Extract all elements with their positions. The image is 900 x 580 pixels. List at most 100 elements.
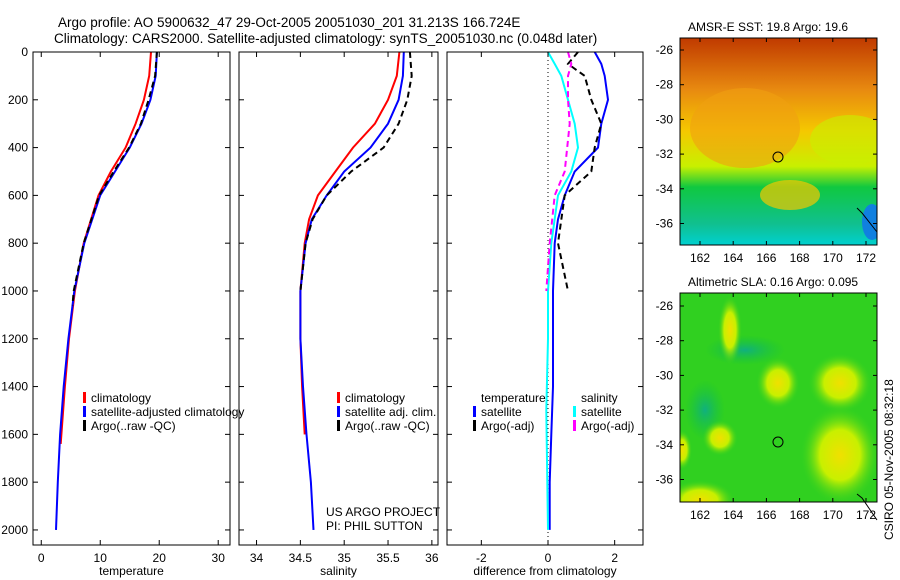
lon-tick-label: 170	[823, 251, 843, 265]
y-tick-label: 1200	[1, 332, 28, 346]
legend-label: Argo(..raw -QC)	[345, 419, 430, 433]
lon-tick-label: 162	[690, 251, 710, 265]
y-tick-label: 1600	[1, 427, 28, 441]
project-line-2: PI: PHIL SUTTON	[326, 519, 423, 533]
legend-label: satellite adj. clim.	[345, 405, 436, 419]
lat-tick-label: -32	[656, 403, 674, 417]
x-tick-label: 34	[250, 551, 264, 565]
legend-swatch	[473, 406, 476, 417]
lat-tick-label: -36	[656, 217, 674, 231]
x-tick-label: 30	[212, 551, 226, 565]
y-tick-label: 400	[8, 141, 28, 155]
lon-tick-label: 162	[690, 508, 710, 522]
y-tick-label: 800	[8, 236, 28, 250]
x-axis-label: difference from climatology	[473, 564, 616, 578]
lat-tick-label: -28	[656, 78, 674, 92]
lon-tick-label: 170	[823, 508, 843, 522]
series-line-temperature-satellite	[548, 51, 610, 530]
x-axis-label: temperature	[99, 564, 164, 578]
y-tick-label: 0	[21, 45, 28, 59]
sla-map-title: Altimetric SLA: 0.16 Argo: 0.095	[688, 275, 858, 289]
coastline	[856, 207, 878, 233]
x-axis-label: salinity	[320, 564, 357, 578]
lon-tick-label: 164	[723, 508, 743, 522]
sla-map-frame	[679, 292, 878, 503]
sst-map-frame	[679, 37, 878, 246]
legend-salinity: climatology satellite adj. clim. Argo(..…	[326, 391, 441, 533]
legend-label: satellite	[481, 405, 522, 419]
series-line-satellite-adj-clim-	[299, 51, 405, 530]
legend-swatch	[337, 392, 340, 403]
legend-swatch	[473, 420, 476, 431]
profile-location-marker	[772, 436, 784, 448]
legend-label: Argo(-adj)	[581, 419, 634, 433]
legend-swatch	[337, 420, 340, 431]
project-line-1: US ARGO PROJECT	[326, 505, 441, 519]
series-line-salinity-satellite	[545, 51, 580, 530]
x-tick-label: -2	[476, 551, 487, 565]
series-line-climatology	[59, 51, 152, 444]
legend-difference: temperature salinity satellite Argo(-adj…	[473, 391, 634, 433]
lat-tick-label: -34	[656, 438, 674, 452]
legend-swatch	[573, 406, 576, 417]
legend-label: climatology	[345, 391, 405, 405]
profile-panel-2: 34 34.5 35 35.5 36 salinity	[238, 51, 439, 578]
x-tick-label: 34.5	[289, 551, 313, 565]
legend-label: Argo(-adj)	[481, 419, 534, 433]
lat-tick-label: -36	[656, 473, 674, 487]
lon-tick-label: 172	[856, 508, 876, 522]
legend-label: satellite-adjusted climatology	[91, 405, 244, 419]
sla-map: Altimetric SLA: 0.16 Argo: 0.095	[679, 275, 878, 521]
legend-swatch	[83, 406, 86, 417]
y-tick-label: 600	[8, 188, 28, 202]
lat-tick-label: -32	[656, 147, 674, 161]
legend-swatch	[83, 420, 86, 431]
legend-label: Argo(..raw -QC)	[91, 419, 176, 433]
lon-tick-label: 168	[790, 251, 810, 265]
lat-tick-label: -30	[656, 368, 674, 382]
sst-map: AMSR-E SST: 19.8 Argo: 19.6	[679, 20, 878, 246]
series-line-climatology	[299, 51, 401, 435]
credit-text: CSIRO 05-Nov-2005 08:32:18	[882, 379, 896, 540]
lon-tick-label: 166	[756, 251, 776, 265]
x-tick-label: 2	[611, 551, 618, 565]
x-tick-label: 10	[94, 551, 108, 565]
series-line-argo-raw-qc-	[299, 51, 413, 292]
legend-swatch	[83, 392, 86, 403]
lon-tick-label: 168	[790, 508, 810, 522]
coastline	[856, 493, 878, 521]
lat-tick-label: -28	[656, 334, 674, 348]
x-tick-label: 35.5	[376, 551, 400, 565]
legend-swatch	[573, 420, 576, 431]
profile-location-marker	[772, 151, 784, 163]
series-line-salinity-argo-adj-	[545, 51, 573, 292]
legend-label: climatology	[91, 391, 151, 405]
x-tick-label: 35	[338, 551, 352, 565]
title-line-2: Climatology: CARS2000. Satellite-adjuste…	[54, 31, 597, 46]
x-tick-label: 20	[153, 551, 167, 565]
y-tick-label: 1400	[1, 380, 28, 394]
x-tick-label: 0	[38, 551, 45, 565]
plot-frame	[32, 51, 231, 546]
series-line-argo-raw-qc-	[71, 51, 158, 306]
y-tick-label: 2000	[1, 523, 28, 537]
legend-title-salinity: salinity	[581, 391, 618, 405]
legend-title-temperature: temperature	[481, 391, 546, 405]
plot-frame	[238, 51, 439, 546]
lon-tick-label: 166	[756, 508, 776, 522]
title-line-1: Argo profile: AO 5900632_47 29-Oct-2005 …	[58, 15, 520, 30]
profile-panel-1: 0 10 20 30 temperature 0 200 400 600 800 1000 1200 1…	[1, 45, 231, 578]
lon-tick-label: 164	[723, 251, 743, 265]
series-line-temperature-argo-adj-	[556, 51, 603, 292]
y-tick-label: 1800	[1, 475, 28, 489]
lon-tick-label: 172	[856, 251, 876, 265]
plot-frame	[446, 51, 644, 546]
lat-tick-label: -30	[656, 112, 674, 126]
y-tick-label: 1000	[1, 284, 28, 298]
lat-tick-label: -34	[656, 182, 674, 196]
x-tick-label: 36	[425, 551, 439, 565]
legend-label: satellite	[581, 405, 622, 419]
legend-temperature: climatology satellite-adjusted climatolo…	[83, 391, 244, 433]
